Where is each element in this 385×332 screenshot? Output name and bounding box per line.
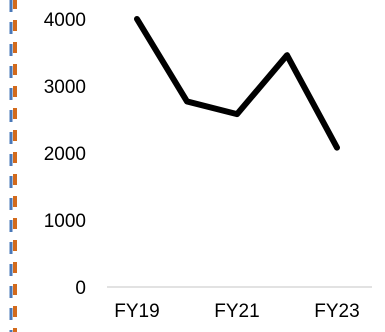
x-tick-label: FY21 — [214, 301, 259, 322]
x-axis: FY19 FY21 FY23 — [114, 301, 359, 322]
dashed-left-border — [9, 0, 17, 332]
series-group — [134, 16, 340, 151]
x-tick-label: FY23 — [314, 301, 359, 322]
y-tick-label: 4000 — [44, 10, 86, 31]
x-tick-label: FY19 — [114, 301, 159, 322]
y-tick-label: 2000 — [44, 144, 86, 165]
y-axis: 0 1000 2000 3000 4000 — [44, 10, 86, 299]
series-line — [134, 16, 340, 151]
y-tick-label: 1000 — [44, 211, 86, 232]
y-tick-label: 3000 — [44, 77, 86, 98]
y-tick-label: 0 — [75, 278, 86, 299]
